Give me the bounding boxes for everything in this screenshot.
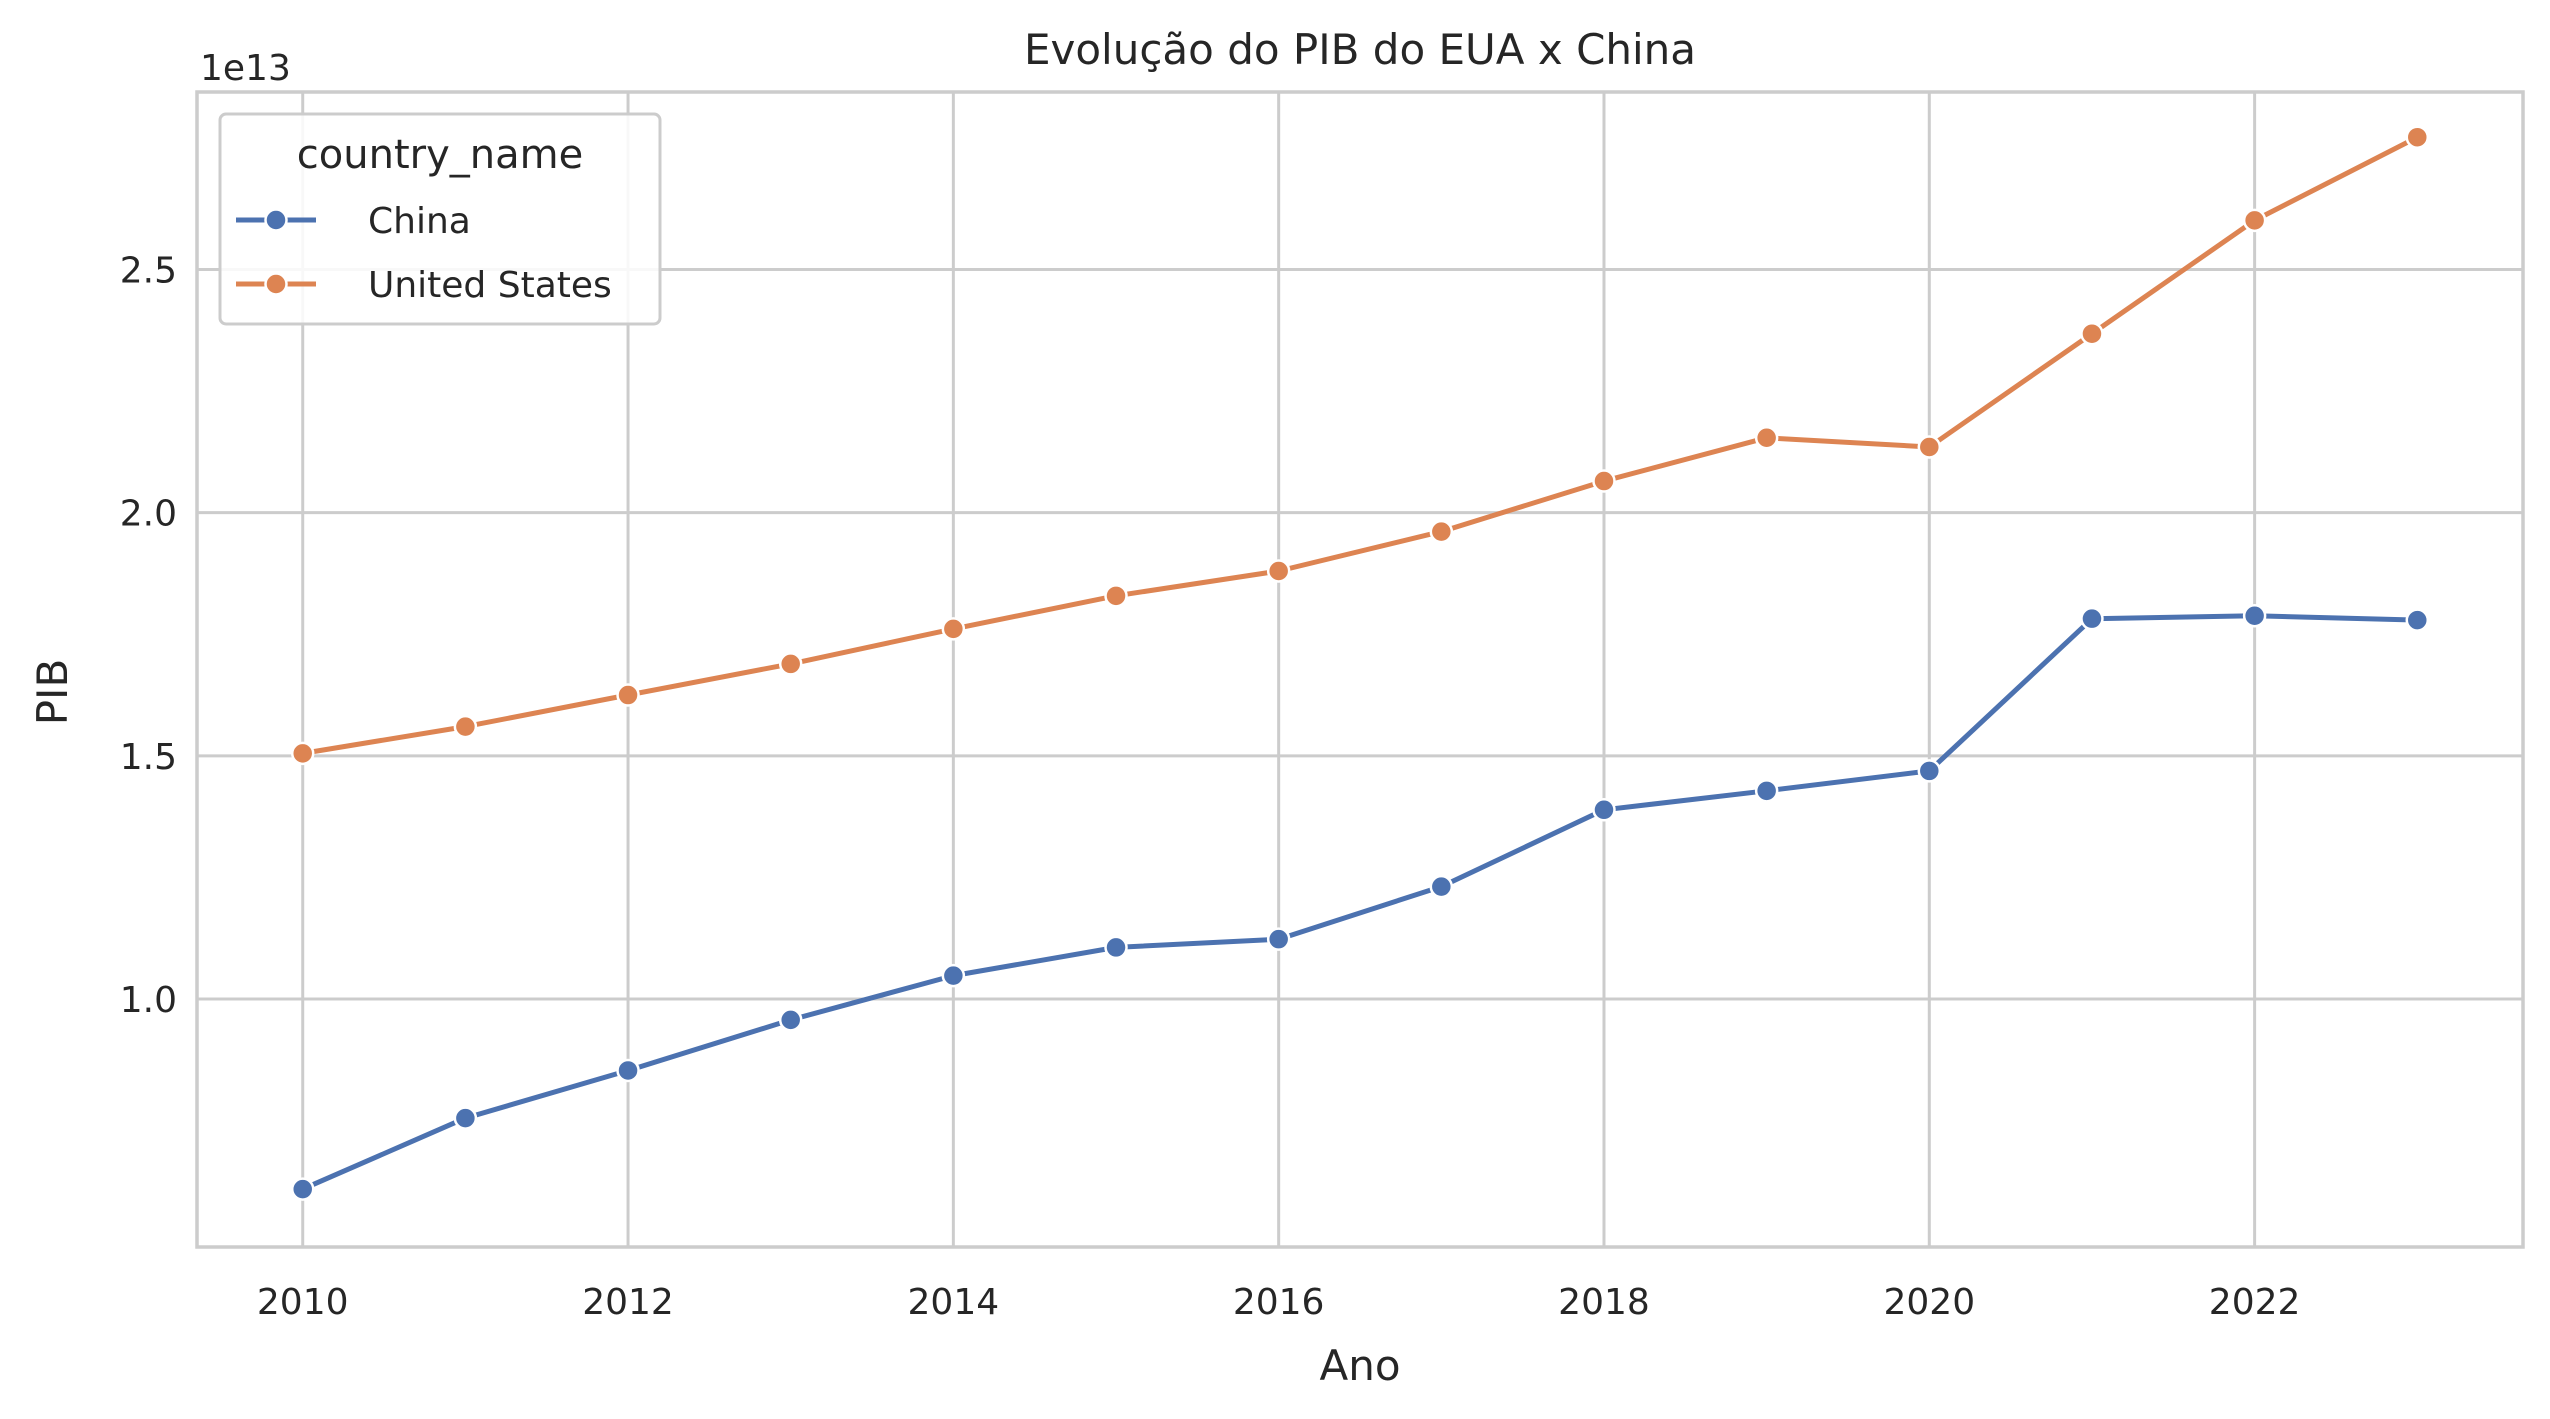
legend-entry-china: China	[236, 201, 471, 242]
legend-entries: China United States	[236, 201, 612, 306]
data-point-china	[616, 1058, 640, 1083]
x-tick-label: 2022	[2209, 1282, 2301, 1323]
data-point-united-states	[453, 714, 478, 739]
data-point-china	[1754, 779, 1779, 803]
x-tick-label: 2020	[1883, 1282, 1975, 1323]
series-line-united-states	[302, 134, 2419, 756]
data-point-china	[2080, 606, 2104, 631]
data-point-china	[1429, 874, 1454, 899]
data-point-china	[778, 1008, 803, 1032]
data-point-united-states	[2080, 321, 2104, 346]
legend-label-united-states: United States	[368, 265, 612, 306]
data-point-united-states	[2242, 208, 2267, 233]
y-tick-label: 2.0	[120, 494, 177, 535]
data-point-china	[1104, 935, 1128, 960]
data-point-china	[2405, 608, 2430, 632]
legend-entry-united-states: United States	[236, 265, 612, 306]
x-axis-title: Ano	[1319, 1341, 1400, 1390]
plot-frame	[195, 90, 2525, 1249]
x-tick-label: 2018	[1558, 1282, 1650, 1323]
y-tick-label: 1.5	[120, 737, 177, 778]
data-point-united-states	[2405, 125, 2430, 149]
legend-marker-china	[264, 208, 288, 232]
y-axis-title: PIB	[28, 659, 77, 726]
x-tick-label: 2012	[582, 1282, 674, 1323]
legend-title: country_name	[297, 132, 583, 178]
legend: country_name China United States	[218, 112, 662, 326]
y-tick-label: 2.5	[120, 251, 177, 292]
data-point-united-states	[1429, 519, 1454, 544]
data-point-china	[290, 1177, 315, 1201]
data-point-united-states	[290, 741, 315, 766]
data-point-china	[1917, 759, 1942, 783]
data-point-united-states	[941, 617, 966, 641]
data-point-united-states	[1592, 469, 1616, 493]
x-tick-label: 2010	[257, 1282, 349, 1323]
data-point-united-states	[1754, 426, 1779, 450]
series-layer	[290, 125, 2430, 1201]
legend-box	[218, 112, 662, 326]
x-tick-label: 2014	[908, 1282, 1000, 1323]
data-point-china	[941, 963, 966, 988]
data-point-china	[1266, 927, 1291, 951]
y-axis-ticks: 1.0 1.5 2.0 2.5	[120, 251, 177, 1021]
data-point-united-states	[1266, 559, 1291, 583]
data-point-china	[1592, 798, 1616, 822]
data-point-united-states	[778, 652, 803, 676]
y-offset-label: 1e13	[200, 48, 291, 89]
chart-title: Evolução do PIB do EUA x China	[1024, 25, 1696, 74]
data-point-china	[2242, 604, 2267, 628]
x-axis-ticks: 2010 2012 2014 2016 2018 2020 2022	[257, 1282, 2301, 1323]
legend-marker-united-states	[264, 272, 288, 296]
series-line-china	[301, 613, 2418, 1192]
data-point-united-states	[1917, 435, 1942, 459]
legend-label-china: China	[368, 201, 471, 242]
series-united-states	[290, 125, 2430, 766]
x-tick-label: 2016	[1233, 1282, 1325, 1323]
y-tick-label: 1.0	[120, 980, 177, 1021]
data-point-china	[453, 1106, 478, 1130]
data-point-united-states	[616, 683, 640, 707]
data-point-united-states	[1104, 584, 1128, 608]
series-china	[290, 604, 2430, 1201]
